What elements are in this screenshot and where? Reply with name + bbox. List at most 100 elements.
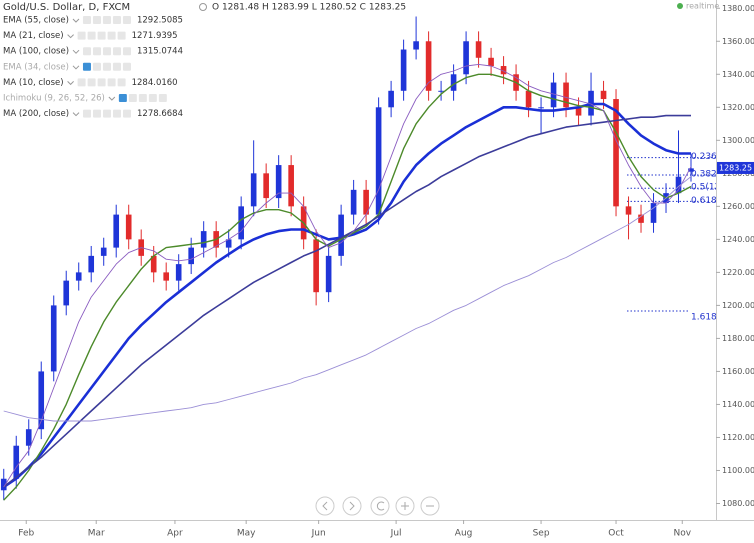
legend-button[interactable]	[118, 94, 127, 102]
candle-body	[25, 429, 32, 446]
scroll-left[interactable]	[315, 496, 335, 516]
legend-button[interactable]	[97, 78, 106, 87]
candle-body	[625, 206, 632, 215]
plot-area: 0.236 0.382 0.5(12 0.618 1.618	[0, 16, 717, 501]
legend-button[interactable]	[107, 31, 116, 40]
ohlc-text: O 1281.48 H 1283.99 L 1280.52 C 1283.25	[212, 3, 406, 13]
candle-body	[388, 90, 394, 108]
x-tick-label: Aug	[455, 529, 473, 539]
y-tick-label: 1360.00	[722, 37, 754, 46]
axes: 1080.00 1100.00 1120.00 1140.00 1160.00 1180.…	[18, 4, 754, 539]
legend-button[interactable]	[122, 16, 131, 24]
legend-button[interactable]	[113, 109, 122, 118]
legend-button[interactable]	[112, 16, 121, 24]
legend-button[interactable]	[113, 47, 122, 56]
candle-body	[288, 165, 294, 207]
reset[interactable]	[370, 496, 390, 516]
scroll-right[interactable]	[342, 496, 362, 516]
legend-button[interactable]	[148, 94, 157, 102]
legend-caret	[72, 65, 80, 70]
candle-body	[600, 90, 607, 100]
fib-label: 1.618	[691, 313, 717, 323]
candle-body	[250, 173, 257, 207]
legend-caret	[72, 18, 80, 23]
candle-body	[363, 189, 369, 215]
legend-button[interactable]	[103, 109, 112, 118]
candle-body	[263, 173, 269, 199]
fib-label: 0.382	[691, 169, 717, 179]
y-tick-label: 1160.00	[722, 367, 754, 376]
legend-button[interactable]	[92, 62, 101, 71]
y-tick-label: 1300.00	[722, 136, 754, 145]
y-tick-label: 1220.00	[722, 268, 754, 277]
legend-button[interactable]	[158, 94, 167, 102]
price-label: 1283.25	[719, 163, 752, 172]
candle-body	[425, 41, 432, 91]
legend-name: MA (21, close)	[3, 31, 64, 41]
candle-body	[413, 41, 419, 50]
candle-body	[575, 107, 582, 116]
legend-caret	[72, 112, 80, 117]
y-tick-label: 1080.00	[722, 499, 754, 508]
legend-button[interactable]	[82, 16, 91, 24]
indicator-line	[3, 63, 692, 488]
x-tick-label: Jun	[311, 529, 326, 539]
legend-button[interactable]	[77, 78, 86, 87]
legend-button[interactable]	[92, 16, 101, 24]
candle-body	[550, 82, 557, 108]
x-tick-label: Oct	[608, 529, 624, 539]
candle-body	[200, 231, 207, 248]
legend-button[interactable]	[107, 78, 116, 87]
x-tick-label: Nov	[673, 529, 691, 539]
legend-button[interactable]	[97, 31, 106, 40]
legend-button[interactable]	[123, 47, 132, 56]
legend-caret	[108, 96, 116, 101]
status: realtime	[686, 2, 719, 11]
legend-button[interactable]	[123, 109, 132, 118]
candle-body	[475, 41, 482, 58]
legend-name: Ichimoku (9, 26, 52, 26)	[3, 94, 105, 104]
candle-body	[325, 255, 332, 293]
legend-button[interactable]	[138, 94, 147, 102]
ohlc-icon	[199, 3, 207, 11]
legend-button[interactable]	[117, 31, 126, 40]
legend-name: MA (200, close)	[3, 109, 69, 119]
legend-button[interactable]	[103, 47, 112, 56]
legend-button[interactable]	[83, 47, 92, 56]
legend-value: 1315.0744	[137, 47, 183, 57]
candle-body	[125, 214, 132, 240]
candle-body	[88, 255, 95, 273]
y-tick-label: 1260.00	[722, 202, 754, 211]
legend-button[interactable]	[102, 62, 111, 71]
legend-button[interactable]	[87, 31, 96, 40]
candle-body	[38, 371, 45, 430]
y-tick-label: 1140.00	[722, 400, 754, 409]
y-tick-label: 1120.00	[722, 433, 754, 442]
legend-button[interactable]	[87, 78, 96, 87]
legend-button[interactable]	[93, 47, 102, 56]
candle-body	[75, 272, 82, 281]
legend-name: MA (100, close)	[3, 47, 69, 57]
indicator-line	[3, 176, 692, 422]
candle-body	[525, 90, 532, 108]
candle-body	[500, 66, 507, 75]
fib-label: 0.236	[691, 152, 717, 162]
legend-value: 1284.0160	[132, 78, 178, 88]
legend-button[interactable]	[122, 62, 131, 71]
legend-button[interactable]	[93, 109, 102, 118]
candle-body	[175, 264, 182, 281]
legend-button[interactable]	[77, 31, 86, 40]
indicator-line	[3, 73, 692, 501]
legend-button[interactable]	[82, 62, 91, 71]
legend-button[interactable]	[102, 16, 111, 24]
legend-value: 1278.6684	[137, 109, 183, 119]
price-marker	[717, 161, 754, 174]
legend-button[interactable]	[83, 109, 92, 118]
candle-body	[488, 57, 494, 67]
nav-buttons[interactable]	[315, 496, 440, 516]
legend-button[interactable]	[112, 62, 121, 71]
candle-body	[375, 107, 382, 215]
candle-body	[650, 203, 657, 223]
legend-button[interactable]	[117, 78, 126, 87]
legend-button[interactable]	[128, 94, 137, 102]
